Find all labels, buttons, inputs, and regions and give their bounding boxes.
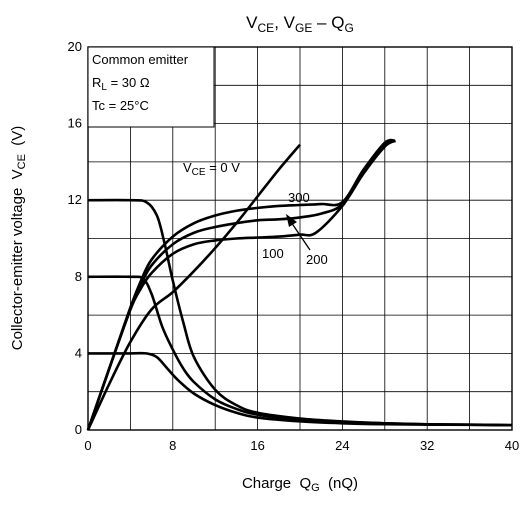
- x-axis-label: Charge QG (nQ): [242, 475, 358, 494]
- x-axis-label-symbol: Q: [299, 475, 311, 492]
- y-axis-label-symbol: V: [9, 169, 26, 179]
- annotation-vce-0v-sub: CE: [192, 167, 206, 178]
- x-tick-label: 40: [505, 438, 519, 453]
- info-line-2: RL = 30 Ω: [92, 75, 150, 93]
- x-tick-label: 8: [169, 438, 176, 453]
- y-axis-label-text: Collector-emitter voltage: [9, 179, 26, 350]
- y-tick-label: 0: [75, 422, 82, 437]
- info-line-2-value: = 30 Ω: [107, 75, 150, 90]
- x-tick-label: 16: [250, 438, 264, 453]
- info-line-2-sym: R: [92, 75, 101, 90]
- y-tick-label: 20: [68, 39, 82, 54]
- y-axis-label-sub: CE: [16, 154, 28, 169]
- annotation-vce-0v-value: = 0 V: [206, 160, 241, 175]
- title-q-sub: G: [344, 21, 353, 35]
- y-tick-label: 12: [68, 192, 82, 207]
- y-tick-label: 16: [68, 116, 82, 131]
- x-axis-label-sub: G: [311, 482, 320, 494]
- info-box-frame: [87, 46, 215, 128]
- title-v2: V: [284, 13, 296, 32]
- info-box: Common emitter RL = 30 Ω Tc = 25°C: [87, 46, 215, 128]
- tick-labels: 0 8 16 24 32 40 0 4 8 12 16 20: [68, 39, 520, 453]
- annotation-100: 100: [262, 246, 284, 261]
- title-v1: V: [246, 13, 258, 32]
- annotation-vce-0v: VCE = 0 V: [183, 160, 240, 178]
- title-sep1: ,: [274, 13, 283, 32]
- vge-curve-100: [86, 139, 397, 431]
- title-q: Q: [331, 13, 344, 32]
- x-axis-label-text: Charge: [242, 475, 300, 492]
- title-v2-sub: GE: [295, 21, 312, 35]
- y-axis-label: Collector-emitter voltage VCE (V): [9, 126, 28, 351]
- vce-curve-100: [87, 351, 513, 427]
- x-tick-label: 24: [335, 438, 349, 453]
- annotation-vce-0v-sym: V: [183, 160, 192, 175]
- y-axis-label-unit: (V): [9, 126, 26, 154]
- annotation-200-arrow: [290, 221, 311, 251]
- info-line-2-sub: L: [101, 82, 107, 93]
- vge-curve-300: [86, 138, 396, 431]
- y-tick-label: 4: [75, 345, 82, 360]
- chart-title: VCE, VGE – QG: [246, 13, 354, 35]
- info-line-3: Tc = 25°C: [92, 98, 149, 113]
- y-tick-label: 8: [75, 269, 82, 284]
- x-axis-label-unit: (nQ): [320, 475, 358, 492]
- series-lines: [86, 138, 513, 431]
- title-sep2: –: [312, 13, 331, 32]
- title-v1-sub: CE: [258, 21, 275, 35]
- annotations: VCE = 0 V 300 200 100: [183, 160, 328, 267]
- x-tick-label: 0: [84, 438, 91, 453]
- x-tick-label: 32: [420, 438, 434, 453]
- info-line-1: Common emitter: [92, 52, 189, 67]
- vge-curve-200: [86, 139, 396, 431]
- plot-frame: [87, 46, 513, 431]
- annotation-300: 300: [288, 190, 310, 205]
- annotation-200-arrowhead: [286, 214, 297, 227]
- annotation-200: 200: [306, 252, 328, 267]
- vge-curve-0v: [86, 143, 301, 431]
